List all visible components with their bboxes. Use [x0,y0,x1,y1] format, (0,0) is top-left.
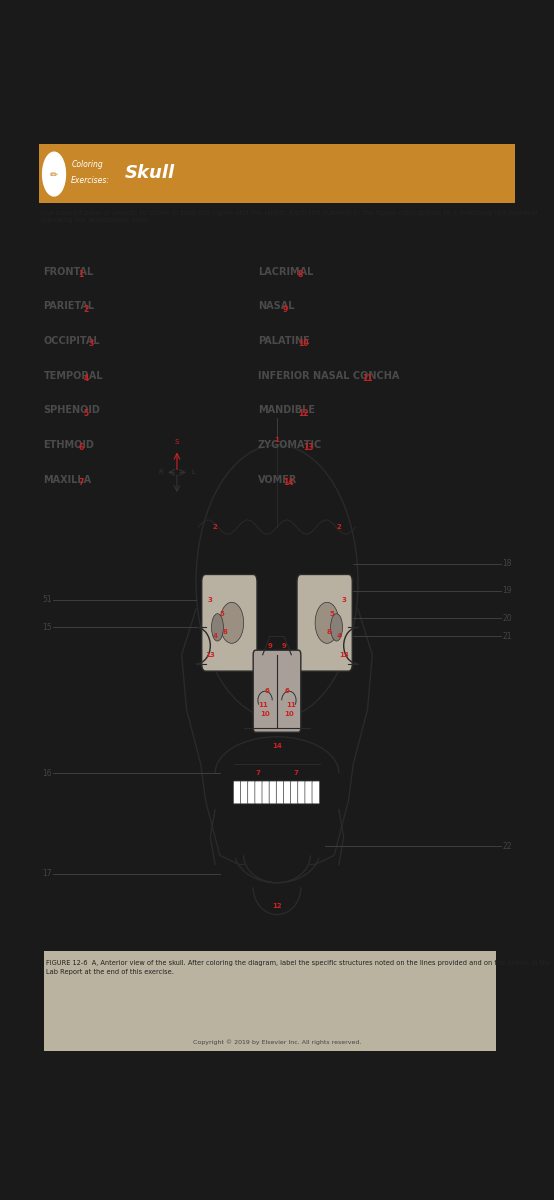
Text: 13: 13 [339,652,348,658]
Text: 12: 12 [297,408,308,418]
FancyBboxPatch shape [262,781,270,804]
Text: 11: 11 [258,702,268,708]
Text: ZYGOMATIC: ZYGOMATIC [258,440,322,450]
Text: FIGURE 12-6  A, Anterior view of the skull. After coloring the diagram, label th: FIGURE 12-6 A, Anterior view of the skul… [46,960,551,974]
Text: 8: 8 [222,629,227,635]
Text: 2: 2 [213,524,217,530]
Text: 4: 4 [213,634,218,640]
Text: 2: 2 [337,524,341,530]
FancyBboxPatch shape [269,781,277,804]
Text: 18: 18 [502,559,512,568]
Text: 6: 6 [265,688,270,694]
Ellipse shape [212,613,223,641]
Text: 10: 10 [260,710,270,716]
Text: TEMPORAL: TEMPORAL [44,371,103,380]
Text: Copyright © 2019 by Elsevier Inc. All rights reserved.: Copyright © 2019 by Elsevier Inc. All ri… [193,1039,361,1045]
Text: 9: 9 [268,642,272,648]
Text: 6: 6 [78,443,84,452]
Text: 15: 15 [42,623,52,632]
Text: 11: 11 [286,702,296,708]
Text: 10: 10 [297,340,308,348]
FancyBboxPatch shape [284,781,291,804]
FancyBboxPatch shape [240,781,248,804]
Text: VOMER: VOMER [258,475,297,485]
Text: 16: 16 [42,769,52,778]
Text: 7: 7 [294,770,299,776]
Text: Use colored pens or pencils to shade in both the figure and the labels. Each red: Use colored pens or pencils to shade in … [41,210,537,223]
Text: 6: 6 [284,688,289,694]
Text: 4: 4 [336,634,341,640]
Text: 3: 3 [208,596,213,602]
Text: 9: 9 [282,642,286,648]
Text: 1: 1 [78,270,84,278]
Text: Exercises:: Exercises: [71,176,110,185]
Text: 1: 1 [275,437,279,443]
Text: Skull: Skull [125,164,175,182]
Text: NASAL: NASAL [258,301,294,311]
Text: 12: 12 [272,902,282,908]
Text: MAXILLA: MAXILLA [44,475,91,485]
Text: 9: 9 [283,305,288,313]
FancyBboxPatch shape [291,781,298,804]
FancyBboxPatch shape [202,575,257,671]
Text: 7: 7 [78,478,84,487]
Text: SPHENOID: SPHENOID [44,406,100,415]
Text: 3: 3 [88,340,94,348]
Text: 21: 21 [502,632,512,641]
FancyBboxPatch shape [297,781,305,804]
FancyBboxPatch shape [276,781,284,804]
Text: 14: 14 [272,743,282,749]
Text: 19: 19 [502,587,512,595]
Text: FRONTAL: FRONTAL [44,266,94,277]
Text: 5: 5 [330,611,334,617]
Text: Coloring: Coloring [71,160,103,168]
FancyBboxPatch shape [297,575,352,671]
Text: 10: 10 [284,710,294,716]
FancyBboxPatch shape [253,650,301,732]
Text: 5: 5 [83,408,89,418]
FancyBboxPatch shape [305,781,312,804]
Text: 51: 51 [42,595,52,605]
Text: 4: 4 [83,374,89,383]
Text: 14: 14 [283,478,293,487]
Text: L: L [191,469,195,475]
Text: PALATINE: PALATINE [258,336,310,346]
Text: MANDIBLE: MANDIBLE [258,406,315,415]
Bar [39,144,515,203]
Text: 22: 22 [502,841,512,851]
FancyBboxPatch shape [248,781,255,804]
Text: PARIETAL: PARIETAL [44,301,95,311]
Text: 7: 7 [255,770,260,776]
Text: 13: 13 [206,652,215,658]
FancyBboxPatch shape [255,781,263,804]
FancyBboxPatch shape [233,781,241,804]
Text: INFERIOR NASAL CONCHA: INFERIOR NASAL CONCHA [258,371,399,380]
Text: 20: 20 [502,613,512,623]
Bar [44,952,496,1051]
Text: 8: 8 [327,629,332,635]
Text: 5: 5 [220,611,224,617]
Ellipse shape [220,602,244,643]
Text: ✏: ✏ [50,170,58,180]
Text: OCCIPITAL: OCCIPITAL [44,336,100,346]
FancyBboxPatch shape [312,781,320,804]
Text: 11: 11 [362,374,373,383]
Text: 13: 13 [302,443,313,452]
Text: 3: 3 [341,596,346,602]
Ellipse shape [315,602,339,643]
Circle shape [43,152,65,196]
Text: 8: 8 [297,270,303,278]
Text: LACRIMAL: LACRIMAL [258,266,314,277]
Text: 2: 2 [83,305,89,313]
Text: ETHMOID: ETHMOID [44,440,94,450]
Text: R: R [158,469,163,475]
Text: S: S [175,439,179,445]
Text: 17: 17 [42,869,52,878]
Ellipse shape [331,613,342,641]
